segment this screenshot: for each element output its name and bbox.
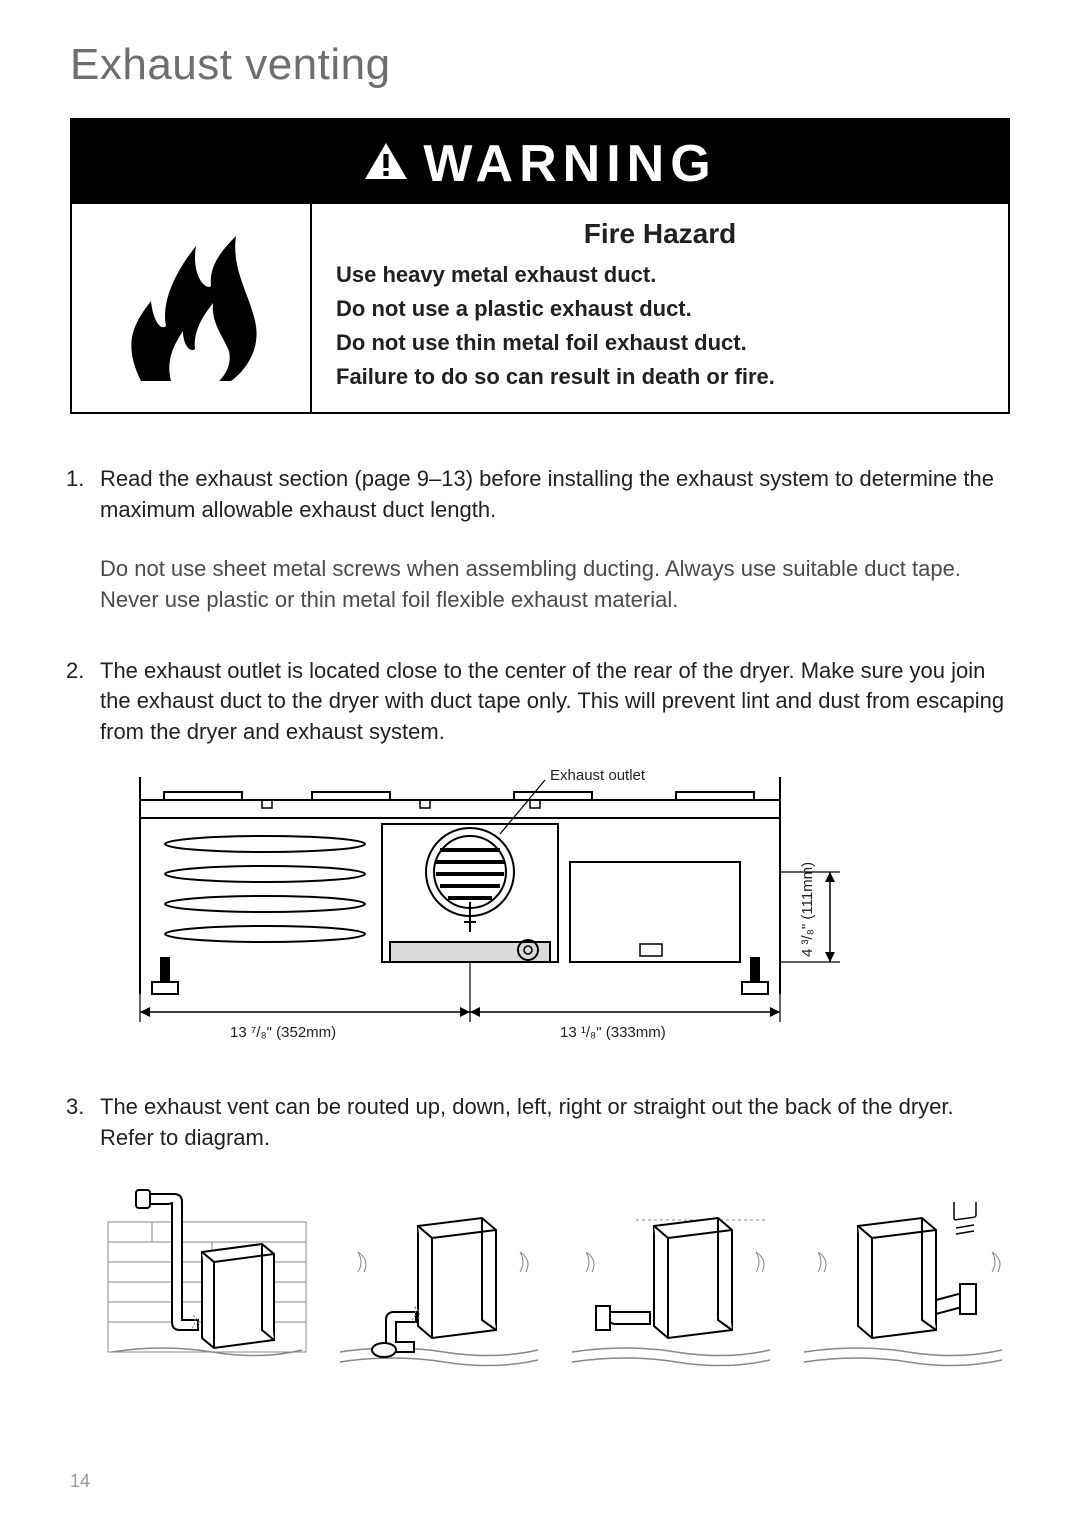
warning-text: Fire Hazard Use heavy metal exhaust duct…	[312, 204, 1008, 412]
warning-box: WARNING Fire Hazard Use heavy metal exha…	[70, 118, 1010, 414]
dim-right: 13 ¹/₈" (333mm)	[560, 1024, 666, 1041]
steps-list: Read the exhaust section (page 9–13) bef…	[70, 464, 1010, 1371]
hazard-line-1: Use heavy metal exhaust duct.	[336, 258, 984, 292]
dim-height: 4 ³/₈" (111mm)	[799, 862, 816, 957]
step-3: The exhaust vent can be routed up, down,…	[70, 1092, 1010, 1372]
alert-icon	[363, 134, 409, 194]
route-side	[564, 1172, 778, 1372]
hazard-line-2: Do not use a plastic exhaust duct.	[336, 292, 984, 326]
route-down	[332, 1172, 546, 1372]
outlet-label: Exhaust outlet	[550, 767, 646, 784]
page-number: 14	[70, 1471, 90, 1492]
rear-diagram: Exhaust outlet 13 ⁷/₈" (352mm) 13 ¹/₈" (…	[100, 762, 1010, 1052]
step-2-main: The exhaust outlet is located close to t…	[100, 658, 1004, 745]
fire-icon	[111, 231, 271, 386]
step-2: The exhaust outlet is located close to t…	[70, 656, 1010, 1052]
fire-icon-cell	[72, 204, 312, 412]
hazard-line-3: Do not use thin metal foil exhaust duct.	[336, 326, 984, 360]
step-3-main: The exhaust vent can be routed up, down,…	[100, 1094, 954, 1150]
dim-left: 13 ⁷/₈" (352mm)	[230, 1024, 336, 1041]
page-title: Exhaust venting	[70, 40, 1010, 90]
routing-diagrams	[100, 1172, 1010, 1372]
hazard-line-4: Failure to do so can result in death or …	[336, 360, 984, 394]
step-1-main: Read the exhaust section (page 9–13) bef…	[100, 466, 994, 522]
warning-header-text: WARNING	[423, 134, 716, 194]
route-back	[796, 1172, 1010, 1372]
route-up	[100, 1172, 314, 1372]
step-1-sub: Do not use sheet metal screws when assem…	[100, 554, 1010, 616]
warning-header: WARNING	[72, 120, 1008, 204]
hazard-title: Fire Hazard	[336, 218, 984, 250]
step-1: Read the exhaust section (page 9–13) bef…	[70, 464, 1010, 615]
